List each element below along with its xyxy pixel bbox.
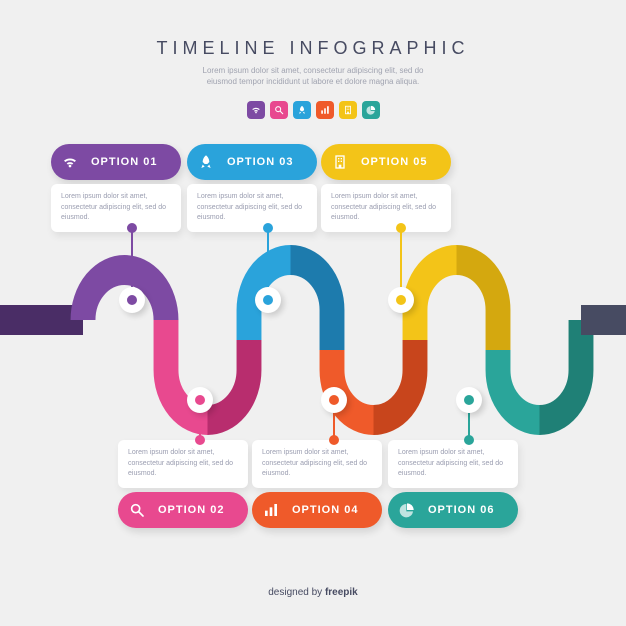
- wifi-icon: [57, 149, 83, 175]
- icon-chip-row: [0, 101, 626, 119]
- pie-chip: [362, 101, 380, 119]
- option-2-label: OPTION 02: [158, 504, 224, 516]
- option-1-text: Lorem ipsum dolor sit amet, consectetur …: [51, 184, 181, 232]
- option-6-connector: [468, 413, 470, 440]
- bars-chip: [316, 101, 334, 119]
- option-1-label: OPTION 01: [91, 156, 157, 168]
- page-subtitle: Lorem ipsum dolor sit amet, consectetur …: [0, 65, 626, 87]
- option-6: Lorem ipsum dolor sit amet, consectetur …: [388, 440, 518, 528]
- bars-icon: [258, 497, 284, 523]
- search-chip: [270, 101, 288, 119]
- option-2-card: OPTION 02: [118, 492, 248, 528]
- building-chip: [339, 101, 357, 119]
- option-5-dot: [388, 287, 414, 313]
- option-2-connector: [199, 413, 201, 440]
- option-2-text: Lorem ipsum dolor sit amet, consectetur …: [118, 440, 248, 488]
- header: TIMELINE INFOGRAPHIC Lorem ipsum dolor s…: [0, 0, 626, 119]
- option-3: OPTION 03 Lorem ipsum dolor sit amet, co…: [187, 144, 317, 232]
- option-1-connector: [131, 228, 133, 287]
- option-6-card: OPTION 06: [388, 492, 518, 528]
- option-6-label: OPTION 06: [428, 504, 494, 516]
- option-4-dot: [321, 387, 347, 413]
- option-5-card: OPTION 05: [321, 144, 451, 180]
- option-4-connector: [333, 413, 335, 440]
- page-title: TIMELINE INFOGRAPHIC: [0, 38, 626, 59]
- option-4-label: OPTION 04: [292, 504, 358, 516]
- option-1-card: OPTION 01: [51, 144, 181, 180]
- option-5: OPTION 05 Lorem ipsum dolor sit amet, co…: [321, 144, 451, 232]
- rocket-icon: [193, 149, 219, 175]
- option-5-connector: [400, 228, 402, 287]
- infographic-root: TIMELINE INFOGRAPHIC Lorem ipsum dolor s…: [0, 0, 626, 626]
- option-6-dot: [456, 387, 482, 413]
- option-3-connector: [267, 228, 269, 287]
- rocket-chip: [293, 101, 311, 119]
- option-1-dot: [119, 287, 145, 313]
- option-2: Lorem ipsum dolor sit amet, consectetur …: [118, 440, 248, 528]
- building-icon: [327, 149, 353, 175]
- brand-name: freepik: [325, 587, 358, 598]
- option-3-dot: [255, 287, 281, 313]
- wifi-chip: [247, 101, 265, 119]
- option-4: Lorem ipsum dolor sit amet, consectetur …: [252, 440, 382, 528]
- option-4-card: OPTION 04: [252, 492, 382, 528]
- footer-credit: designed by freepik: [0, 587, 626, 598]
- option-4-text: Lorem ipsum dolor sit amet, consectetur …: [252, 440, 382, 488]
- option-6-text: Lorem ipsum dolor sit amet, consectetur …: [388, 440, 518, 488]
- pie-icon: [394, 497, 420, 523]
- option-3-text: Lorem ipsum dolor sit amet, consectetur …: [187, 184, 317, 232]
- option-3-card: OPTION 03: [187, 144, 317, 180]
- search-icon: [124, 497, 150, 523]
- option-1: OPTION 01 Lorem ipsum dolor sit amet, co…: [51, 144, 181, 232]
- option-2-dot: [187, 387, 213, 413]
- option-3-label: OPTION 03: [227, 156, 293, 168]
- option-5-label: OPTION 05: [361, 156, 427, 168]
- option-5-text: Lorem ipsum dolor sit amet, consectetur …: [321, 184, 451, 232]
